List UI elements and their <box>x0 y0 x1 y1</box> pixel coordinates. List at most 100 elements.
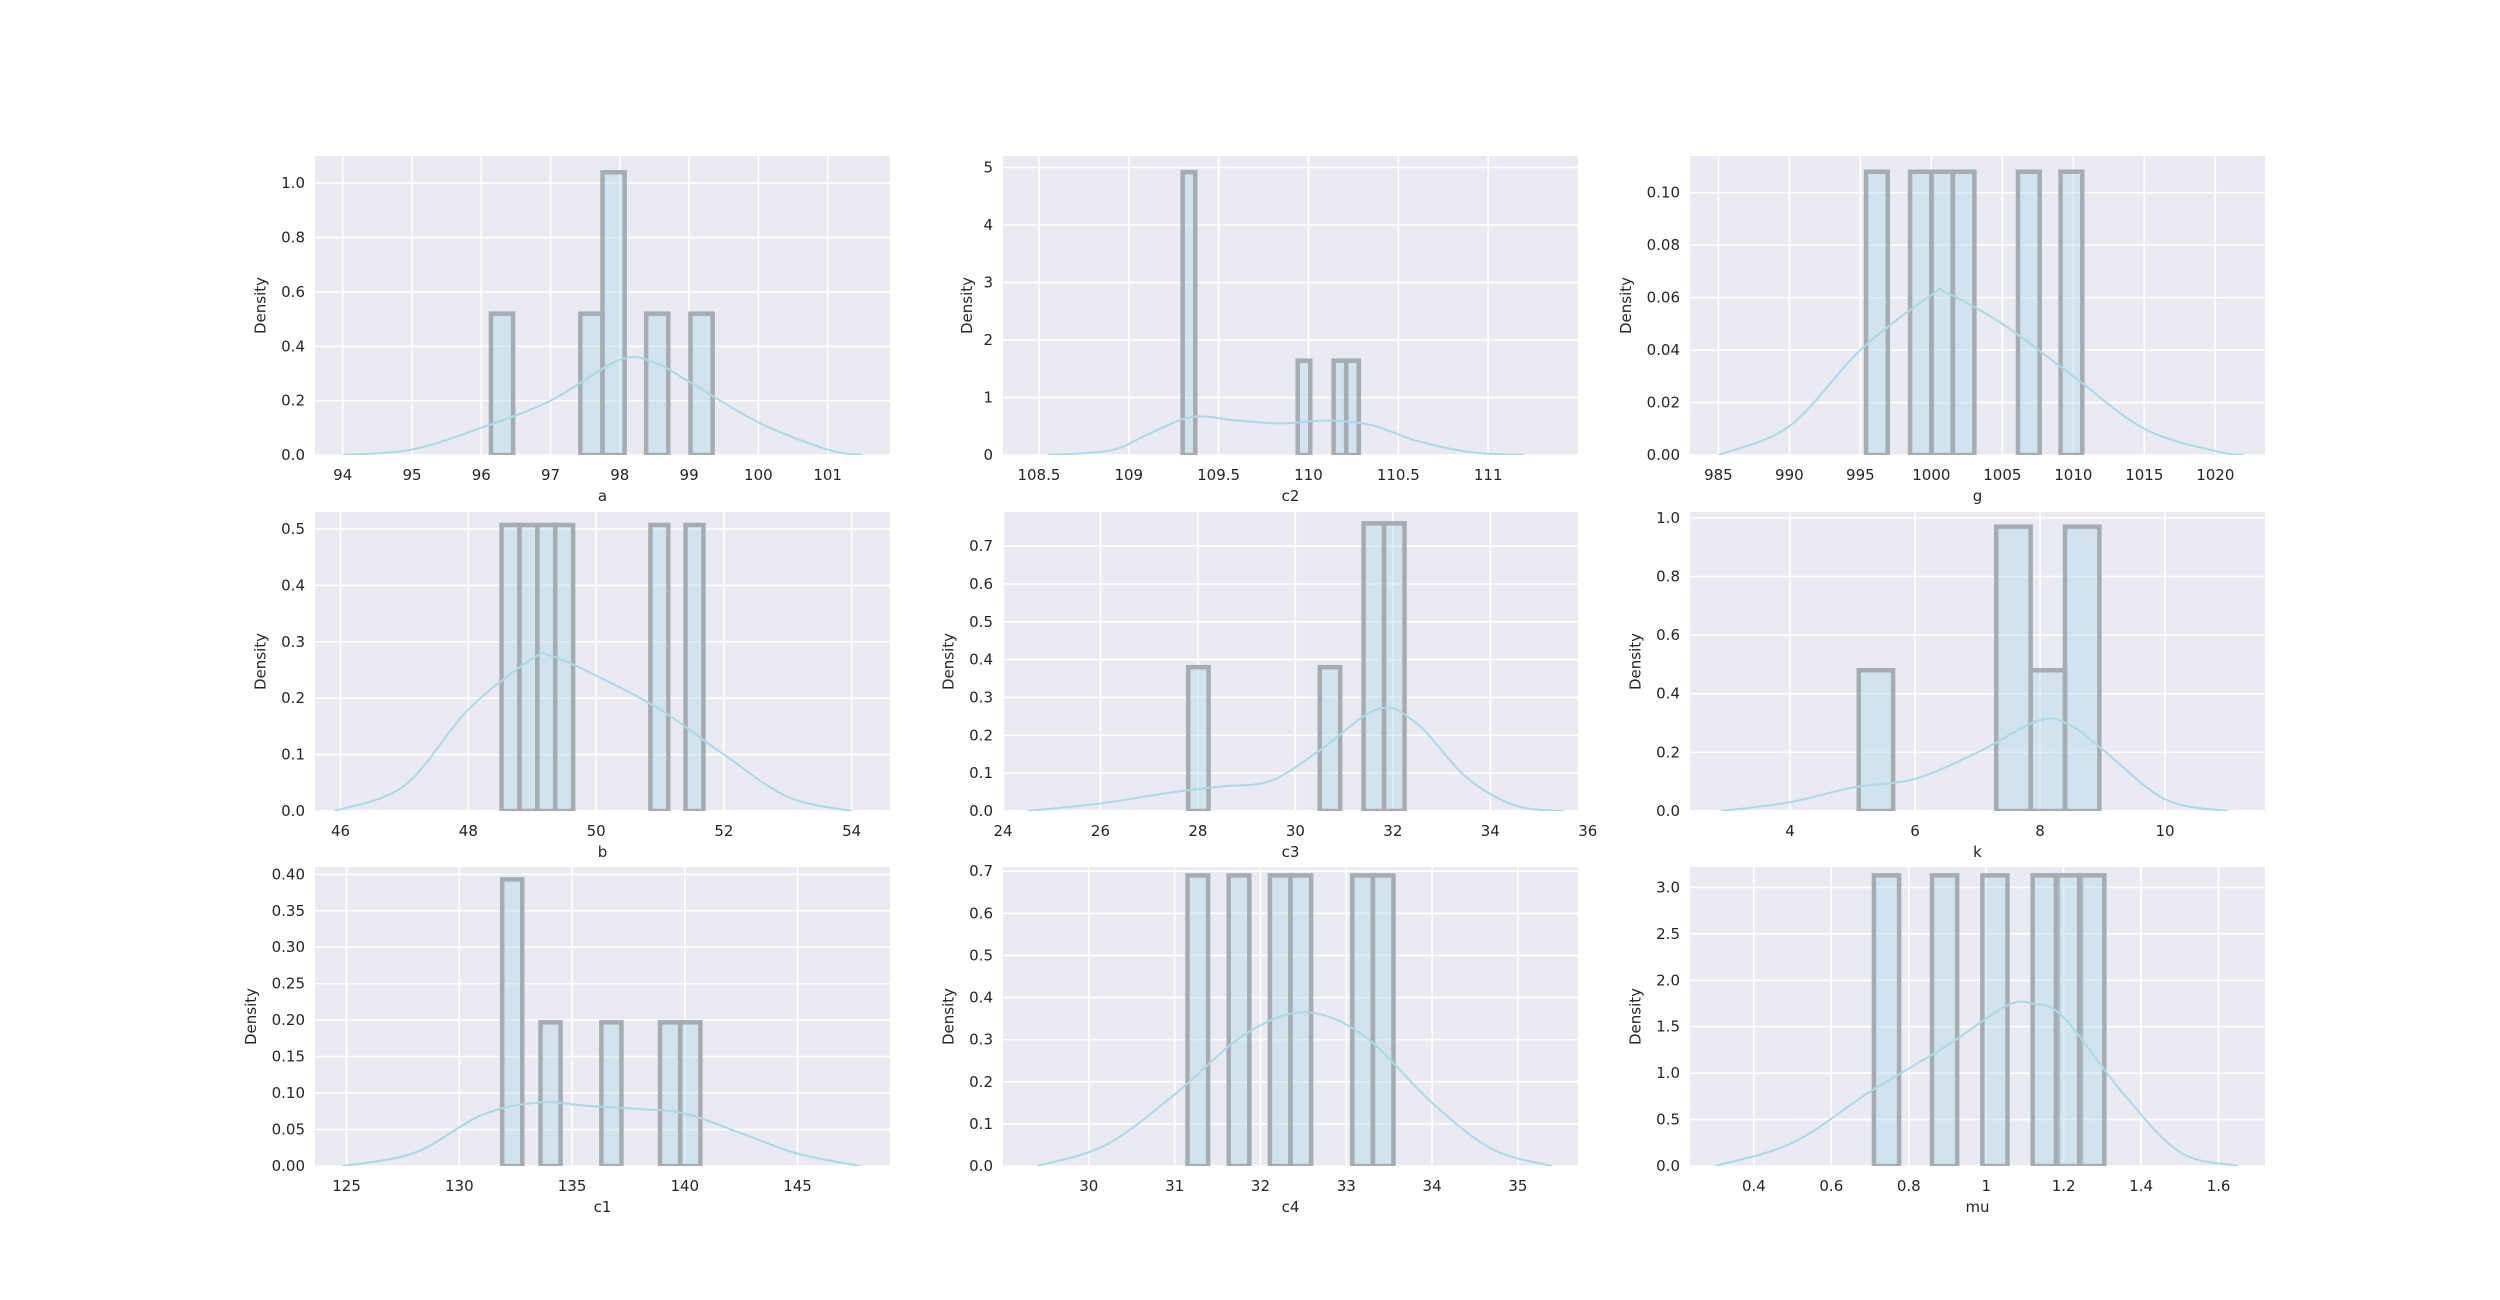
chart-c1-x-axis-label: c1 <box>594 1198 612 1216</box>
chart-c1-x-tick-label: 135 <box>558 1177 587 1195</box>
chart-c3-histogram-bar <box>1381 521 1407 811</box>
chart-b-y-tick-label: 0.4 <box>281 576 305 594</box>
chart-a-histogram-bar <box>688 311 715 455</box>
chart-c1-x-tick-label: 130 <box>445 1177 474 1195</box>
chart-c4-histogram-bar <box>1288 873 1314 1166</box>
chart-c3-y-tick-label: 0.6 <box>969 575 993 593</box>
chart-c4-x-tick-label: 30 <box>1079 1177 1098 1195</box>
chart-c4-histogram-bar <box>1185 873 1211 1166</box>
chart-c1-y-tick-label: 0.20 <box>272 1011 305 1029</box>
chart-a-y-tick-label: 0.0 <box>281 446 305 464</box>
chart-c3-x-tick-label: 26 <box>1091 822 1110 840</box>
chart-k-x-tick-label: 6 <box>1910 822 1920 840</box>
chart-c4-panel: 30 31 32 33 34 35 0.0 0.1 0.2 0.3 0.4 0.5 0.6 0.7 c4 De… <box>939 862 1578 1216</box>
chart-g-x-tick-label: 1015 <box>2125 466 2163 484</box>
chart-c3-x-tick-label: 32 <box>1383 822 1402 840</box>
chart-c2-y-tick-label: 1 <box>983 389 993 407</box>
chart-b-x-tick-label: 48 <box>459 822 478 840</box>
chart-c2-histogram-bar <box>1180 169 1198 455</box>
chart-a-y-tick-label: 0.4 <box>281 337 305 355</box>
chart-k-y-tick-label: 0.6 <box>1656 626 1680 644</box>
chart-b-histogram-bar <box>517 522 540 811</box>
chart-c3-histogram-bar <box>1361 521 1387 811</box>
chart-c4-y-tick-label: 0.3 <box>969 1031 993 1049</box>
chart-b-x-tick-label: 54 <box>842 822 861 840</box>
chart-c3-x-tick-label: 36 <box>1578 822 1597 840</box>
chart-g-histogram-bar <box>1929 169 1956 455</box>
chart-b-histogram-bar <box>535 522 558 811</box>
chart-c1-x-tick-label: 140 <box>670 1177 699 1195</box>
chart-b-histogram-bar <box>499 522 522 811</box>
chart-c1-y-tick-label: 0.25 <box>272 975 305 993</box>
chart-c2-kde-line <box>1047 415 1525 455</box>
chart-b-histogram-bar <box>552 522 576 811</box>
chart-c4-histogram-bar <box>1226 873 1252 1166</box>
chart-c1-histogram-bar <box>678 1020 703 1166</box>
chart-c1-histogram-bar <box>599 1020 624 1166</box>
chart-g-histogram-bar <box>1907 169 1935 455</box>
chart-c4-y-tick-label: 0.6 <box>969 904 993 922</box>
chart-c3-histogram-bar <box>1317 664 1343 811</box>
chart-c2-y-tick-label: 5 <box>983 159 993 177</box>
chart-c4-y-tick-label: 0.1 <box>969 1115 993 1133</box>
chart-k-y-tick-label: 0.2 <box>1656 743 1680 761</box>
chart-a-x-tick-label: 97 <box>541 466 560 484</box>
chart-g-y-tick-label: 0.00 <box>1647 446 1680 464</box>
chart-c2-x-axis-label: c2 <box>1282 487 1300 505</box>
chart-g-histogram-bar <box>2058 169 2085 455</box>
chart-c3-y-tick-label: 0.0 <box>969 802 993 820</box>
chart-c4-y-axis-label: Density <box>939 988 957 1045</box>
chart-c3-y-axis-label: Density <box>939 633 957 690</box>
chart-mu-y-tick-label: 0.0 <box>1656 1157 1680 1175</box>
chart-a-x-tick-label: 99 <box>680 466 699 484</box>
chart-k-x-tick-label: 8 <box>2035 822 2045 840</box>
chart-c3-panel: 24 26 28 30 32 34 36 0.0 0.1 0.2 0.3 0.4 0.5 0.6 0.7 c3… <box>939 512 1597 861</box>
chart-c4-histogram-bar <box>1350 873 1376 1166</box>
chart-mu-histogram-bar <box>1929 873 1960 1166</box>
chart-k-panel: 4 6 8 10 0.0 0.2 0.4 0.6 0.8 1.0 k Density <box>1626 509 2265 861</box>
chart-mu-histogram-bar <box>1871 873 1902 1166</box>
chart-g-x-tick-label: 1005 <box>1983 466 2021 484</box>
chart-mu-y-tick-label: 1.0 <box>1656 1064 1680 1082</box>
chart-c4-y-tick-label: 0.0 <box>969 1157 993 1175</box>
chart-k-y-tick-label: 0.4 <box>1656 685 1680 703</box>
chart-c1-y-tick-label: 0.05 <box>272 1121 305 1139</box>
chart-a-x-tick-label: 95 <box>402 466 421 484</box>
chart-c3-histogram-bar <box>1185 664 1211 811</box>
chart-c2-x-tick-label: 111 <box>1474 466 1503 484</box>
chart-c1-histogram-bar <box>499 877 525 1166</box>
chart-c4-x-tick-label: 34 <box>1423 1177 1442 1195</box>
chart-k-histogram-bar <box>2062 524 2102 811</box>
chart-k-y-axis-label: Density <box>1626 633 1644 690</box>
chart-c2-y-tick-label: 2 <box>983 331 993 349</box>
chart-c1-y-tick-label: 0.35 <box>272 902 305 920</box>
chart-c3-y-tick-label: 0.2 <box>969 726 993 744</box>
chart-c4-y-tick-label: 0.2 <box>969 1073 993 1091</box>
chart-k-histogram-bar <box>2028 668 2068 811</box>
chart-b-y-tick-label: 0.2 <box>281 689 305 707</box>
chart-mu-x-tick-label: 1.6 <box>2207 1177 2231 1195</box>
chart-a-histogram-bar <box>578 311 605 455</box>
chart-c4-kde-line <box>1037 1011 1553 1166</box>
chart-mu-x-tick-label: 0.4 <box>1742 1177 1766 1195</box>
chart-a-y-axis-label: Density <box>251 277 269 334</box>
chart-c3-x-tick-label: 30 <box>1286 822 1305 840</box>
chart-c1-y-axis-label: Density <box>242 988 260 1045</box>
chart-mu-x-tick-label: 0.8 <box>1897 1177 1921 1195</box>
chart-c3-x-tick-label: 28 <box>1188 822 1207 840</box>
chart-k-x-tick-label: 4 <box>1785 822 1795 840</box>
chart-g-histogram-bar <box>1950 169 1977 455</box>
chart-c1-x-tick-label: 125 <box>332 1177 361 1195</box>
chart-mu-panel: 0.4 0.6 0.8 1 1.2 1.4 1.6 0.0 0.5 1.0 1.5 2.0 2.5 3.0… <box>1626 867 2265 1216</box>
chart-mu-x-tick-label: 0.6 <box>1819 1177 1843 1195</box>
chart-a-x-tick-label: 98 <box>610 466 629 484</box>
chart-a-y-tick-label: 0.8 <box>281 229 305 247</box>
chart-c2-x-tick-label: 110 <box>1294 466 1323 484</box>
chart-k-plot-area <box>1690 512 2265 811</box>
chart-b-y-tick-label: 0.3 <box>281 633 305 651</box>
chart-c2-y-tick-label: 0 <box>983 446 993 464</box>
chart-g-y-tick-label: 0.08 <box>1647 236 1680 254</box>
chart-c2-y-axis-label: Density <box>958 277 976 334</box>
chart-c2-x-tick-label: 109.5 <box>1197 466 1240 484</box>
chart-k-histogram-bar <box>1994 524 2033 811</box>
